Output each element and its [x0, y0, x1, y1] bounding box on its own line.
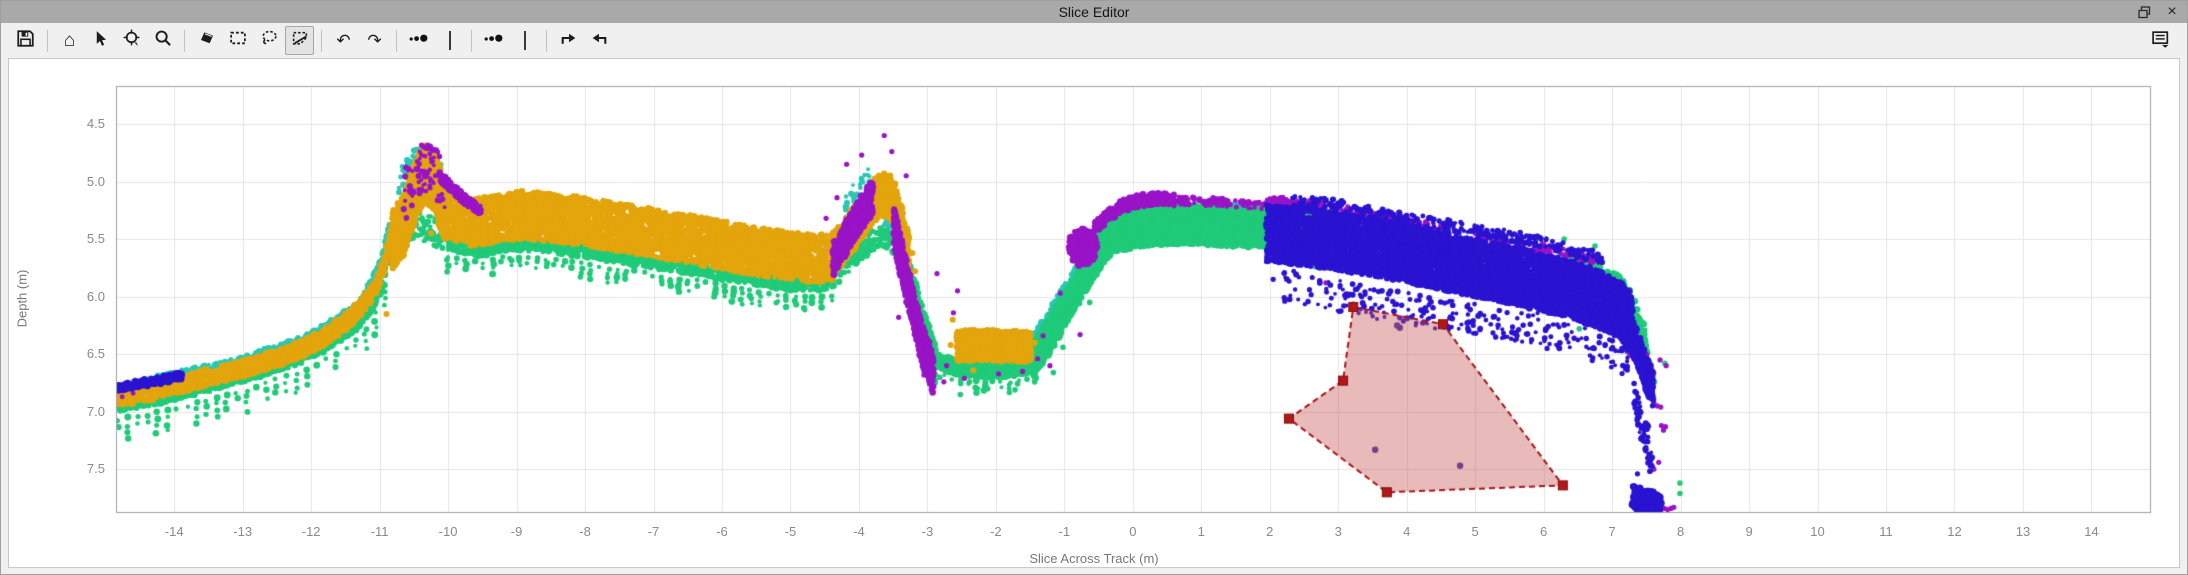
zoom-area-button[interactable]: [117, 26, 146, 55]
rect-select-icon: [229, 29, 247, 52]
toolbar: ⌂ ↶ ↷: [1, 23, 2187, 58]
flip-forward-button[interactable]: [554, 26, 583, 55]
flip-back-button[interactable]: [585, 26, 614, 55]
undo-icon: ↶: [336, 31, 351, 50]
window-title: Slice Editor: [1058, 4, 1130, 20]
slice-plot-canvas[interactable]: [9, 59, 2179, 567]
zoom-area-icon: [122, 29, 141, 53]
toolbar-separator: [546, 29, 547, 52]
magnifier-icon: [154, 29, 172, 52]
redo-button[interactable]: ↷: [360, 26, 389, 55]
plot-panel: Slice Across Track (m) Depth (m) -14 -13-…: [8, 58, 2180, 568]
eraser-icon: [198, 29, 216, 52]
points-icon: [483, 30, 505, 51]
close-button[interactable]: ×: [2167, 3, 2177, 20]
toolbar-right: [2146, 27, 2177, 56]
select-polygon-button[interactable]: [285, 26, 314, 55]
toolbar-separator: [396, 29, 397, 52]
select-lasso-button[interactable]: [254, 26, 283, 55]
points-icon: [408, 30, 430, 51]
save-icon: [16, 29, 35, 53]
save-button[interactable]: [11, 26, 40, 55]
flip-forward-icon: [559, 29, 578, 52]
home-button[interactable]: ⌂: [55, 26, 84, 55]
log-panel-icon: [2151, 29, 2171, 54]
select-rectangle-button[interactable]: [223, 26, 252, 55]
toolbar-separator: [47, 29, 48, 52]
redo-icon: ↷: [367, 31, 382, 50]
colormap-2-button[interactable]: [510, 26, 539, 55]
flip-back-icon: [590, 29, 609, 52]
home-icon: ⌂: [63, 30, 76, 51]
colormap-icon: [448, 30, 451, 50]
polygon-select-icon: [291, 29, 309, 52]
cursor-icon: [92, 30, 109, 52]
zoom-button[interactable]: [148, 26, 177, 55]
float-window-button[interactable]: [2135, 3, 2153, 21]
toolbar-separator: [471, 29, 472, 52]
float-icon: [2137, 5, 2150, 18]
titlebar[interactable]: Slice Editor ×: [1, 1, 2187, 23]
colormap-1-button[interactable]: [435, 26, 464, 55]
points-filter-1-button[interactable]: [404, 26, 433, 55]
lasso-select-icon: [260, 29, 278, 52]
eraser-button[interactable]: [192, 26, 221, 55]
colormap-icon: [523, 30, 526, 50]
undo-button[interactable]: ↶: [329, 26, 358, 55]
toolbar-separator: [184, 29, 185, 52]
points-filter-2-button[interactable]: [479, 26, 508, 55]
log-panel-button[interactable]: [2146, 27, 2175, 56]
toolbar-separator: [321, 29, 322, 52]
select-cursor-button[interactable]: [86, 26, 115, 55]
